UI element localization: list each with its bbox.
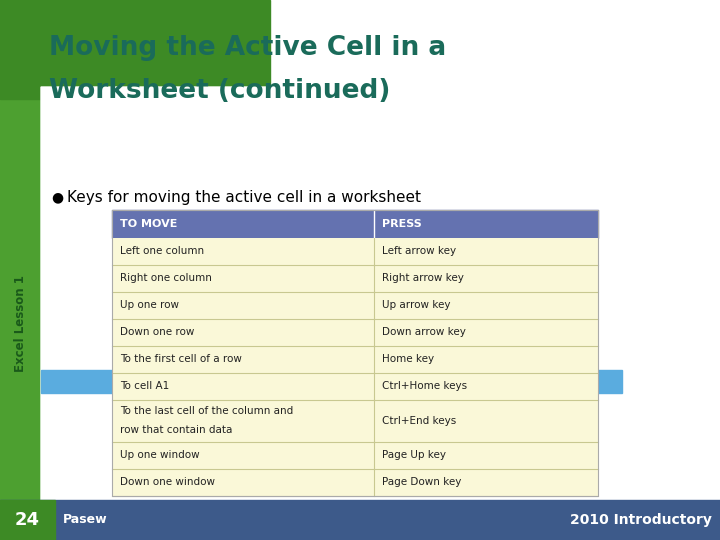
- Text: Ctrl+End keys: Ctrl+End keys: [382, 415, 456, 426]
- Text: To the first cell of a row: To the first cell of a row: [120, 354, 241, 364]
- Bar: [112, 373, 598, 400]
- Text: Excel Lesson 1: Excel Lesson 1: [14, 275, 27, 373]
- Bar: [112, 346, 598, 373]
- Text: Pasew: Pasew: [63, 513, 107, 526]
- Text: Left arrow key: Left arrow key: [382, 246, 456, 256]
- Bar: [0, 500, 720, 540]
- Bar: [112, 238, 598, 265]
- Text: ●: ●: [51, 190, 63, 204]
- Text: Right arrow key: Right arrow key: [382, 273, 464, 283]
- Text: Keys for moving the active cell in a worksheet: Keys for moving the active cell in a wor…: [67, 190, 421, 205]
- Bar: [112, 210, 598, 238]
- Text: Up one row: Up one row: [120, 300, 179, 310]
- Text: Down one row: Down one row: [120, 327, 194, 337]
- Bar: [41, 370, 622, 393]
- Text: row that contain data: row that contain data: [120, 425, 232, 435]
- Text: Page Up key: Page Up key: [382, 450, 446, 460]
- Text: Home key: Home key: [382, 354, 434, 364]
- Bar: [0, 0, 41, 540]
- Bar: [0, 0, 270, 99]
- Text: 24: 24: [15, 511, 40, 529]
- Bar: [112, 210, 598, 496]
- Bar: [112, 265, 598, 292]
- Text: Right one column: Right one column: [120, 273, 212, 283]
- Bar: [112, 400, 598, 442]
- Text: To cell A1: To cell A1: [120, 381, 169, 391]
- Text: Ctrl+Home keys: Ctrl+Home keys: [382, 381, 467, 391]
- Text: Down arrow key: Down arrow key: [382, 327, 466, 337]
- Text: 2010 Introductory: 2010 Introductory: [570, 513, 712, 526]
- Text: PRESS: PRESS: [382, 219, 422, 228]
- Text: Moving the Active Cell in a: Moving the Active Cell in a: [49, 35, 446, 61]
- Bar: [112, 469, 598, 496]
- FancyBboxPatch shape: [41, 87, 720, 540]
- Text: Up one window: Up one window: [120, 450, 199, 460]
- Bar: [112, 319, 598, 346]
- Text: Page Down key: Page Down key: [382, 477, 462, 487]
- Bar: [112, 442, 598, 469]
- Text: Down one window: Down one window: [120, 477, 215, 487]
- Text: Up arrow key: Up arrow key: [382, 300, 451, 310]
- Bar: [0, 500, 55, 540]
- Bar: [112, 292, 598, 319]
- Text: Worksheet (continued): Worksheet (continued): [49, 78, 390, 104]
- Text: TO MOVE: TO MOVE: [120, 219, 177, 228]
- Text: Left one column: Left one column: [120, 246, 204, 256]
- Text: To the last cell of the column and: To the last cell of the column and: [120, 406, 293, 416]
